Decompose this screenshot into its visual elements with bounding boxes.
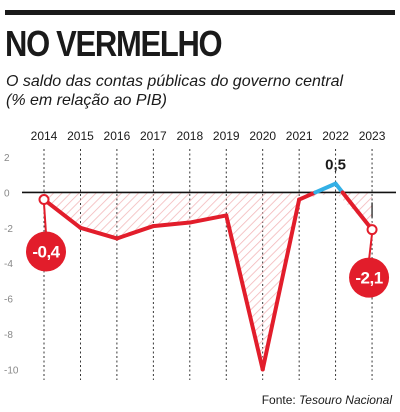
x-tick-label-2016: 2016 bbox=[104, 129, 131, 143]
x-tick-label-2015: 2015 bbox=[67, 129, 94, 143]
source-label: Fonte: bbox=[261, 393, 300, 407]
line-segment-2020-2021 bbox=[260, 197, 302, 372]
line-segment-2021-2022-0 bbox=[297, 190, 318, 202]
annotation-connector-2014 bbox=[43, 203, 47, 234]
x-tick-label-2023: 2023 bbox=[359, 129, 386, 143]
point-2023 bbox=[366, 224, 378, 236]
line-segment-2017-2018 bbox=[151, 220, 192, 229]
x-tick-label-2018: 2018 bbox=[176, 129, 203, 143]
subtitle-line-1: O saldo das contas públicas do governo c… bbox=[6, 73, 344, 90]
line-segment-2015-2016 bbox=[78, 225, 119, 241]
y-tick-label-0: 0 bbox=[4, 188, 10, 199]
x-tick-label-2019: 2019 bbox=[213, 129, 240, 143]
y-tick-label-minus6: -6 bbox=[4, 295, 13, 306]
axes bbox=[22, 191, 396, 218]
subtitle-line-2: (% em relação ao PIB) bbox=[6, 92, 167, 109]
annotation-label-2023: -2,1 bbox=[355, 269, 382, 288]
line-segment-2016-2017 bbox=[114, 224, 156, 241]
grid-lines bbox=[43, 149, 373, 380]
y-tick-label-minus4: -4 bbox=[4, 259, 13, 270]
x-tick-label-2021: 2021 bbox=[286, 129, 313, 143]
y-tick-label-minus10: -10 bbox=[4, 365, 19, 376]
annotations: -0,4 0,5 -2,1 bbox=[26, 157, 390, 298]
chart-subtitle: O saldo das contas públicas do governo c… bbox=[6, 72, 343, 110]
annotation-connector-2023 bbox=[368, 233, 374, 260]
y-tick-label-minus8: -8 bbox=[4, 330, 13, 341]
annotation-bubble-2014 bbox=[26, 231, 66, 272]
line-segment-2021-2022-1 bbox=[313, 181, 338, 195]
source-name: Tesouro Nacional bbox=[299, 393, 392, 407]
chart-title: NO VERMELHO bbox=[5, 23, 223, 64]
y-tick-label-minus2: -2 bbox=[4, 224, 13, 235]
y-tick-label-2: 2 bbox=[4, 153, 10, 164]
x-tick-label-2017: 2017 bbox=[140, 129, 167, 143]
line-segment-2019-2020 bbox=[224, 213, 265, 372]
line-segment-2022-2023-1 bbox=[340, 190, 375, 232]
annotation-label-2022: 0,5 bbox=[325, 157, 346, 174]
tick-labels: 2014 2015 2016 2017 2018 2019 2020 2021 2022 2023… bbox=[4, 129, 386, 376]
annotation-label-2014: -0,4 bbox=[32, 243, 60, 262]
point-2014 bbox=[38, 194, 50, 206]
line-segment-2014-2015 bbox=[42, 197, 83, 230]
annotation-bubble-2023 bbox=[349, 257, 390, 298]
x-tick-label-2014: 2014 bbox=[31, 129, 58, 143]
x-tick-label-2022: 2022 bbox=[322, 129, 349, 143]
top-rule bbox=[5, 10, 395, 15]
line-segment-2018-2019 bbox=[187, 213, 229, 225]
source-note: Fonte: Tesouro Nacional bbox=[262, 393, 392, 407]
x-tick-label-2020: 2020 bbox=[249, 129, 276, 143]
